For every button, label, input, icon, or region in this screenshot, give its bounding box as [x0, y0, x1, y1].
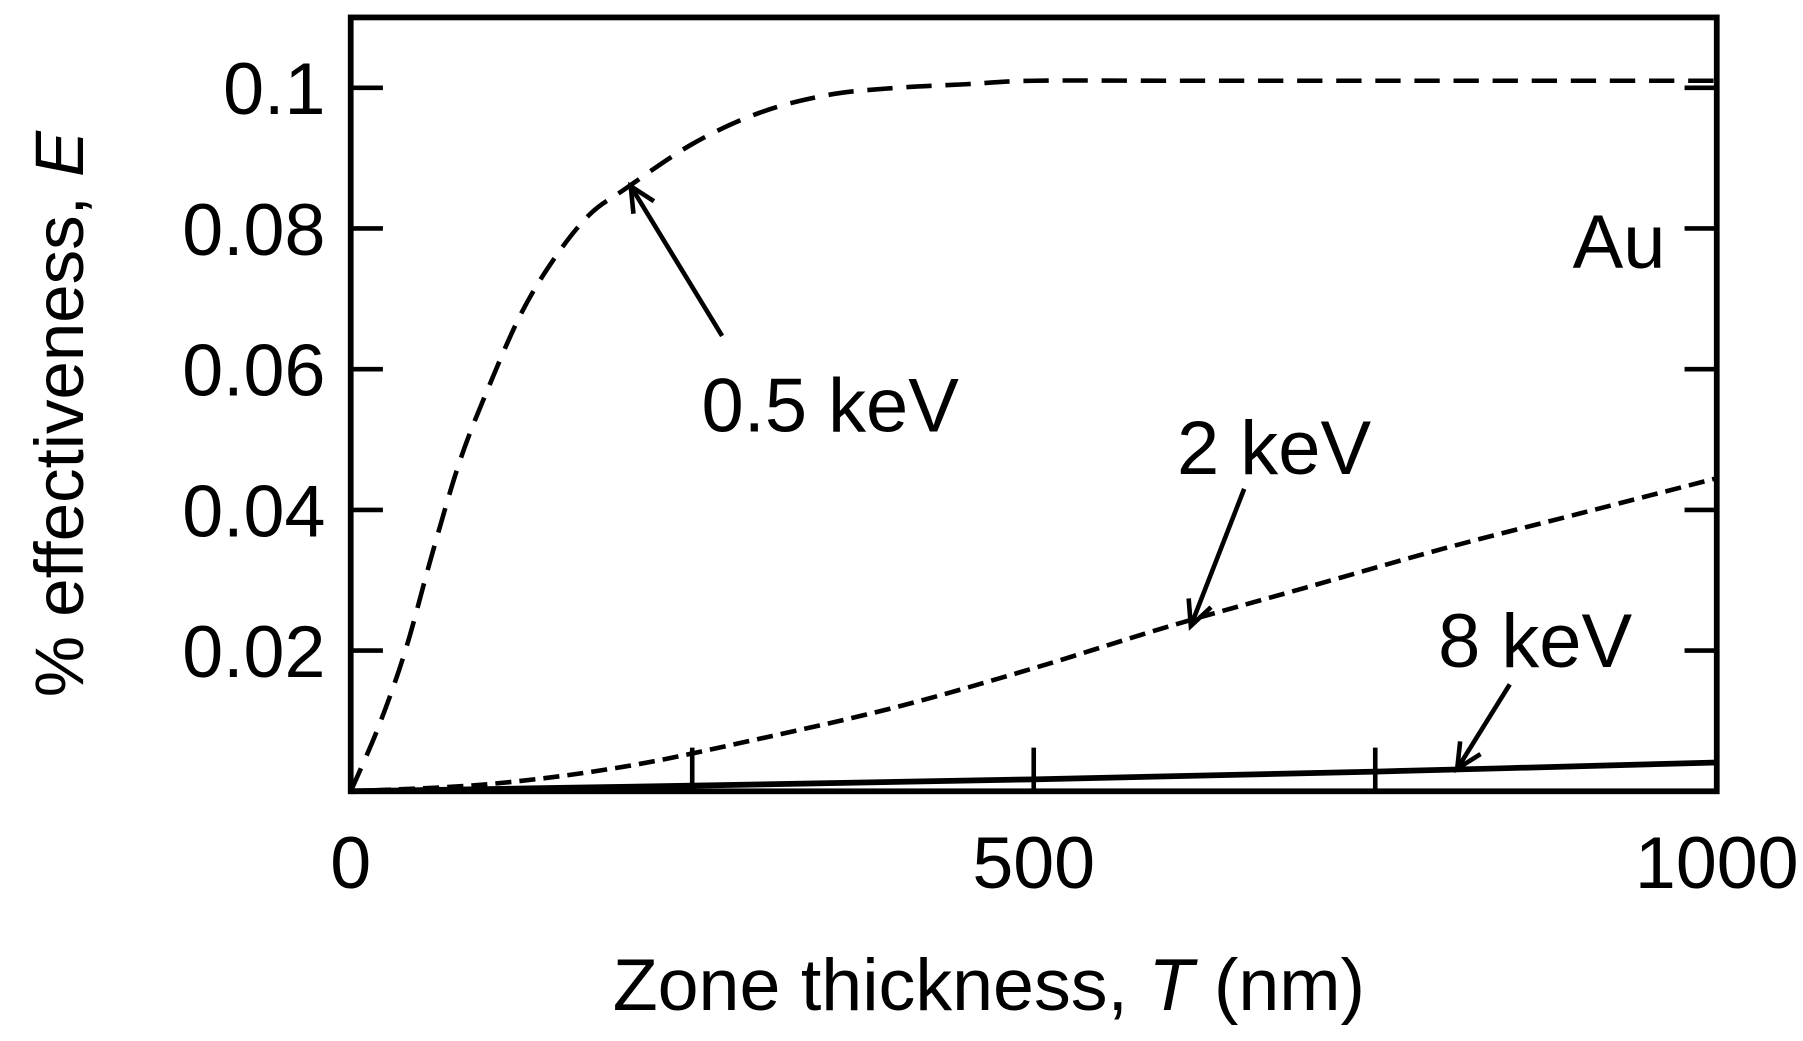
arrow-head: [1186, 598, 1213, 631]
series-label: 2 keV: [1177, 406, 1371, 491]
plot-marks: 0.5 keV 2 keV 8 keV: [348, 78, 1718, 795]
y-axis-label: % effectiveness, E: [21, 130, 98, 697]
series-line-0-5-kev: [348, 78, 1717, 793]
arrow-line: [1455, 683, 1512, 770]
x-axis-label: Zone thickness, T (nm): [613, 943, 1365, 1026]
series-line-2-kev: [350, 476, 1718, 794]
annotation-au: Au: [1573, 200, 1666, 285]
y-tick-label: 0.1: [223, 47, 325, 130]
arrow-line: [1188, 488, 1247, 627]
axis-ticks: [350, 85, 1717, 792]
series-label: 8 keV: [1438, 599, 1632, 684]
arrow-line: [628, 185, 725, 338]
x-tick-label: 1000: [1635, 821, 1799, 904]
arrow-head: [1454, 741, 1482, 774]
y-tick-label: 0.08: [182, 188, 325, 271]
tick-labels: 0.02 0.04 0.06 0.08 0.1 0 500 1000: [182, 47, 1798, 904]
series-label: 0.5 keV: [702, 363, 960, 448]
y-tick-label: 0.04: [182, 469, 325, 552]
arrow-head: [627, 181, 656, 214]
x-tick-label: 0: [330, 821, 371, 904]
y-tick-label: 0.06: [182, 329, 325, 412]
x-tick-label: 500: [972, 821, 1095, 904]
y-tick-label: 0.02: [182, 610, 325, 693]
